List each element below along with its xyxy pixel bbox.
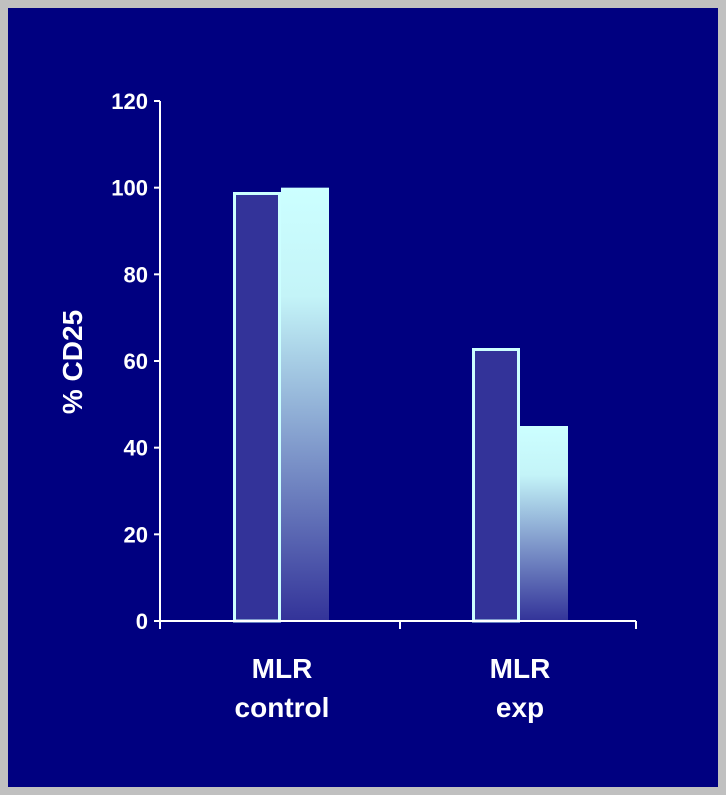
x-category-label-1-0: MLR	[490, 653, 551, 684]
axes-group	[154, 100, 637, 629]
y-tick-label-40: 40	[124, 436, 148, 461]
y-tick-label-120: 120	[111, 89, 148, 114]
y-tick-label-60: 60	[124, 349, 148, 374]
x-category-label-0-1: control	[235, 692, 330, 723]
x-category-label-1-1: exp	[496, 692, 544, 723]
y-tick-label-20: 20	[124, 522, 148, 547]
y-tick-label-0: 0	[136, 609, 148, 634]
bar-1-0	[472, 348, 520, 623]
chart-panel	[8, 8, 718, 787]
bars-group	[233, 187, 568, 623]
y-tick-label-80: 80	[124, 262, 148, 287]
y-axis-title: % CD25	[57, 310, 88, 414]
labels-group: 0 20 40 60 80 100 120 MLR control MLR exp % CD25	[57, 89, 550, 723]
bar-0-0	[233, 192, 281, 623]
x-category-label-0-0: MLR	[252, 653, 313, 684]
bar-0-1	[281, 187, 329, 621]
bar-1-1	[520, 426, 568, 621]
y-tick-label-100: 100	[111, 176, 148, 201]
